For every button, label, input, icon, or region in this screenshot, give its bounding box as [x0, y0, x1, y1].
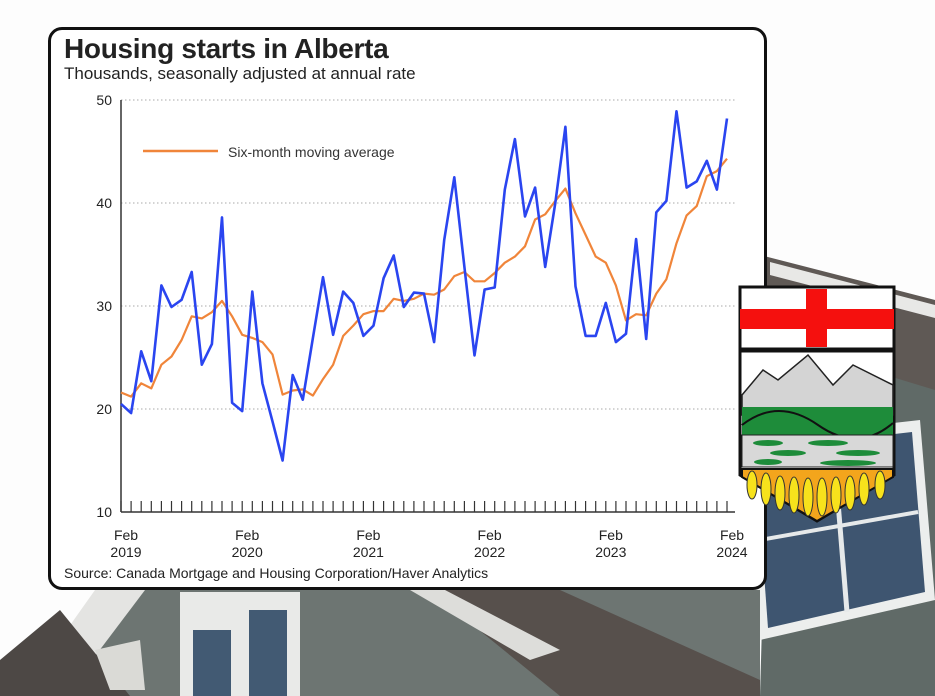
chart-card [48, 27, 767, 590]
gridlines [121, 99, 735, 410]
x-tick-label: 2024 [716, 544, 747, 560]
x-tick-label: 2021 [353, 544, 384, 560]
x-tick-label: Feb [599, 527, 623, 543]
chart-title: Housing starts in Alberta [64, 33, 389, 64]
x-tick-label: Feb [720, 527, 744, 543]
x-tick-label: Feb [356, 527, 380, 543]
legend-label-moving-average: Six-month moving average [228, 144, 395, 160]
x-tick-label: Feb [114, 527, 138, 543]
x-tick-label: Feb [235, 527, 259, 543]
y-tick-label: 40 [96, 195, 112, 211]
axes [120, 100, 735, 513]
y-tick-label: 50 [96, 92, 112, 108]
x-axis-tick-labels: Feb2019Feb2020Feb2021Feb2022Feb2023Feb20… [110, 527, 747, 560]
x-tick-label: 2022 [474, 544, 505, 560]
y-axis-tick-labels: 10 20 30 40 50 [96, 92, 112, 520]
housing-starts-line [120, 110, 729, 462]
x-tick-label: Feb [478, 527, 502, 543]
chart-source: Source: Canada Mortgage and Housing Corp… [64, 565, 489, 581]
y-tick-label: 30 [96, 298, 112, 314]
x-tick-label: 2020 [232, 544, 263, 560]
x-tick-label: 2023 [595, 544, 626, 560]
series-lines [120, 110, 729, 462]
alberta-coat-of-arms-icon [738, 285, 896, 523]
y-tick-label: 20 [96, 401, 112, 417]
x-tick-label: 2019 [110, 544, 141, 560]
chart-subtitle: Thousands, seasonally adjusted at annual… [64, 64, 416, 83]
y-tick-label: 10 [96, 504, 112, 520]
moving-average-line [120, 158, 728, 398]
